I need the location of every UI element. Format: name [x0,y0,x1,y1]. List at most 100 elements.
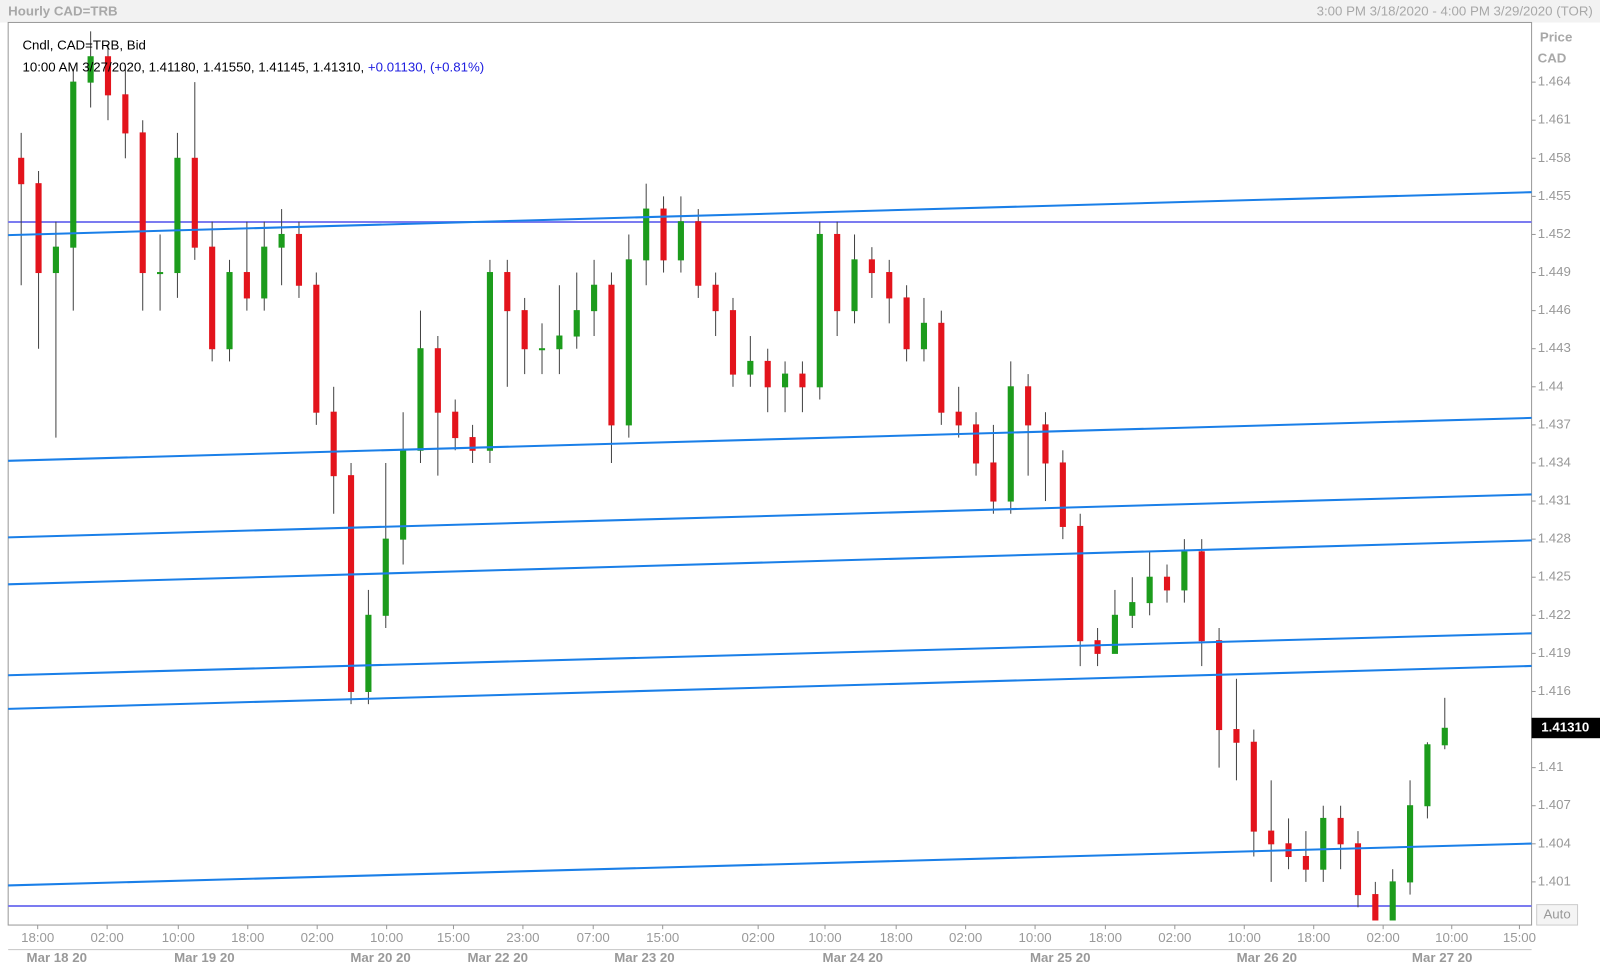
candle-body [365,614,372,692]
y-tick-label: 1.404 [1538,835,1571,850]
candle-body [747,360,754,375]
candle-body [834,233,841,312]
y-tick-label: 1.446 [1538,302,1571,317]
candle-body [1163,576,1171,591]
x-tick-label: 10:00 [808,930,841,945]
candle-body [556,335,563,350]
candle-body [608,284,615,426]
legend-line: 10:00 AM 3/27/2020, 1.41180, 1.41550, 1.… [22,59,484,74]
x-tick-label: 10:00 [1018,930,1051,945]
date-label: Mar 25 20 [1030,950,1090,965]
candle-body [677,221,684,261]
candle-body [1389,881,1396,921]
y-tick-label: 1.41 [1538,759,1564,774]
y-tick-label: 1.416 [1538,683,1571,698]
auto-button[interactable] [1536,904,1579,926]
y-tick-label: 1.434 [1538,454,1571,469]
date-label: Mar 26 20 [1237,950,1297,965]
candle-body [1111,614,1118,654]
trend-line [8,539,1532,586]
candle-body [382,538,389,616]
candle-body [434,348,441,413]
candle-body [729,310,737,375]
candle-body [521,310,528,350]
candle-body [1250,741,1257,832]
candle-body [1216,640,1223,731]
x-tick-label: 18:00 [1297,930,1330,945]
candle-body [104,56,112,96]
x-tick-label: 02:00 [1367,930,1400,945]
candle-body [1302,855,1309,870]
trend-line [8,632,1532,677]
y-tick-label: 1.452 [1538,226,1571,241]
axis-title: Price [1540,29,1572,44]
x-tick-label: 10:00 [1228,930,1261,945]
y-tick-label: 1.419 [1538,645,1571,660]
x-tick-label: 02:00 [1158,930,1191,945]
y-tick-label: 1.428 [1538,531,1571,546]
candle-body [209,246,216,350]
date-range: 3:00 PM 3/18/2020 - 4:00 PM 3/29/2020 (T… [1317,4,1593,19]
date-label: Mar 24 20 [823,950,883,965]
candle-body [920,322,928,350]
legend-line: Cndl, CAD=TRB, Bid [22,37,146,52]
candle-body [452,411,459,439]
candle-body [504,272,511,312]
candle-body [417,348,424,451]
candle-body [1233,729,1240,743]
x-tick-label: 02:00 [301,930,334,945]
candle-body [1129,602,1136,616]
x-tick-label: 18:00 [21,930,54,945]
y-tick-label: 1.407 [1538,797,1571,812]
candle-body [1337,817,1344,845]
date-label: Mar 18 20 [27,950,87,965]
plot-frame [7,21,1533,926]
axis-unit: CAD [1538,51,1567,66]
candle-body [764,360,771,388]
candle-body [226,272,233,350]
candle-body [469,437,476,451]
trend-line [8,416,1532,462]
y-tick-label: 1.44 [1538,378,1564,393]
date-label: Mar 19 20 [174,950,234,965]
candle-body [1268,830,1275,845]
candle-body [191,157,198,248]
candle-body [695,221,702,286]
date-label: Mar 20 20 [350,950,410,965]
candle-body [573,310,580,337]
candle-body [1198,551,1205,642]
candle-body [1059,462,1066,527]
candle-body [1181,551,1188,591]
x-tick-label: 10:00 [1435,930,1468,945]
y-tick-label: 1.422 [1538,607,1571,622]
candle-body [625,259,632,426]
x-tick-label: 18:00 [231,930,264,945]
y-tick-label: 1.464 [1538,74,1571,89]
candle-body [243,272,250,299]
x-tick-label: 15:00 [1503,930,1536,945]
x-tick-label: 23:00 [506,930,539,945]
x-tick-label: 18:00 [1089,930,1122,945]
candle-body [1042,424,1049,464]
last-price: 1.41310 [1541,719,1589,734]
y-tick-label: 1.461 [1538,112,1571,127]
x-tick-label: 02:00 [949,930,982,945]
candle-body [313,284,320,413]
candle-body [157,272,164,275]
candle-body [52,246,59,274]
candle-body [1025,386,1032,426]
title-bar [0,0,1600,23]
x-tick-label: 15:00 [646,930,679,945]
candle-body [782,373,789,388]
y-tick-label: 1.443 [1538,340,1571,355]
candle-body [660,208,667,261]
trend-line [8,191,1532,237]
candle-body [174,157,181,274]
candle-body [591,284,598,312]
candle-body [972,424,980,464]
candle-body [1424,744,1431,807]
candle-body [139,132,146,274]
auto-button-label[interactable]: Auto [1543,906,1570,921]
trend-line [8,842,1532,887]
